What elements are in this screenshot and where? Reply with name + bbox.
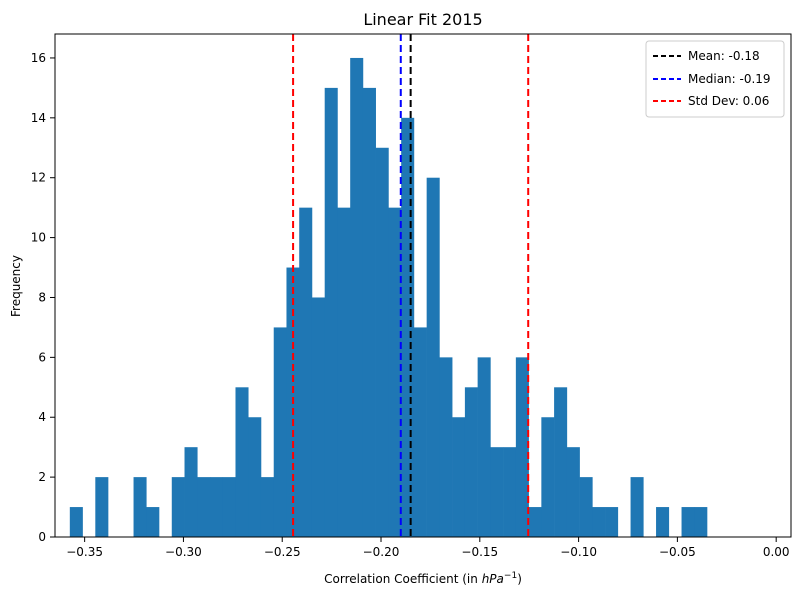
histogram-bar [413, 327, 427, 537]
histogram-bar [133, 477, 147, 537]
histogram-bar [248, 417, 262, 537]
y-tick-label: 14 [31, 111, 46, 125]
legend-mean-label: Mean: -0.18 [688, 49, 760, 63]
histogram-bar [375, 147, 389, 537]
histogram-bar [273, 327, 287, 537]
y-tick-label: 2 [38, 470, 46, 484]
histogram-bar [210, 477, 224, 537]
histogram-bar [222, 477, 236, 537]
histogram-bar [388, 207, 402, 537]
y-axis: 0 2 4 6 8 10 12 14 16 [31, 51, 55, 544]
histogram-bar [95, 477, 109, 537]
histogram-bar [184, 447, 198, 537]
y-tick-label: 4 [38, 410, 46, 424]
histogram-bar [235, 387, 249, 537]
histogram-bar [541, 417, 555, 537]
histogram-bar [528, 507, 542, 537]
x-axis-label: Correlation Coefficient (in hPa−1) [324, 571, 522, 586]
histogram-bar [337, 207, 351, 537]
x-tick-label: 0.00 [763, 545, 790, 559]
histogram-bar [630, 477, 644, 537]
bars-group [69, 57, 708, 537]
histogram-bar [362, 87, 376, 537]
legend-box [645, 40, 785, 118]
y-tick-label: 16 [31, 51, 46, 65]
histogram-bar [694, 507, 708, 537]
histogram-bar [566, 447, 580, 537]
histogram-bar [477, 357, 491, 537]
histogram-bar [401, 117, 415, 537]
histogram-bar [464, 387, 478, 537]
x-axis-label-unit: hPa [482, 572, 504, 586]
x-tick-label: −0.15 [461, 545, 498, 559]
histogram-bar [592, 507, 606, 537]
y-axis-label: Frequency [9, 255, 23, 317]
reference-lines [292, 34, 530, 537]
x-axis-label-exponent: −1 [504, 571, 517, 581]
histogram-bar [579, 477, 593, 537]
y-tick-label: 8 [38, 290, 46, 304]
x-tick-label: −0.25 [264, 545, 301, 559]
histogram-bar [554, 387, 568, 537]
histogram-bar [197, 477, 211, 537]
histogram-bar [656, 507, 670, 537]
x-tick-label: −0.05 [659, 545, 696, 559]
histogram-bar [260, 477, 275, 537]
histogram-bar [324, 87, 338, 537]
legend-median-label: Median: -0.19 [688, 72, 771, 86]
legend: Mean: -0.18 Median: -0.19 Std Dev: 0.06 [645, 40, 785, 118]
y-tick-label: 6 [38, 350, 46, 364]
histogram-bar [490, 447, 504, 537]
histogram-bar [439, 357, 453, 537]
histogram-bar [605, 507, 619, 537]
histogram-bar [171, 477, 185, 537]
histogram-bar [311, 297, 325, 537]
histogram-bar [515, 357, 529, 537]
x-tick-label: −0.35 [66, 545, 103, 559]
histogram-bar [69, 507, 83, 537]
x-axis: −0.35 −0.30 −0.25 −0.20 −0.15 −0.10 −0.05 0.00 [66, 537, 790, 559]
histogram-bar [681, 507, 695, 537]
x-tick-label: −0.10 [560, 545, 597, 559]
y-tick-label: 10 [31, 231, 46, 245]
histogram-bar [426, 177, 440, 537]
histogram-bar [299, 207, 313, 537]
x-axis-label-prefix: Correlation Coefficient (in [324, 572, 482, 586]
legend-std-dev-label: Std Dev: 0.06 [688, 94, 769, 108]
histogram-bar [503, 447, 517, 537]
chart-title: Linear Fit 2015 [363, 10, 482, 29]
histogram-bar [146, 507, 160, 537]
plot-frame [54, 33, 792, 538]
histogram-bar [350, 57, 364, 537]
y-tick-label: 12 [31, 171, 46, 185]
x-tick-label: −0.20 [363, 545, 400, 559]
histogram-bar [452, 417, 466, 537]
y-tick-label: 0 [38, 530, 46, 544]
x-tick-label: −0.30 [165, 545, 202, 559]
x-axis-label-suffix: ) [517, 572, 522, 586]
